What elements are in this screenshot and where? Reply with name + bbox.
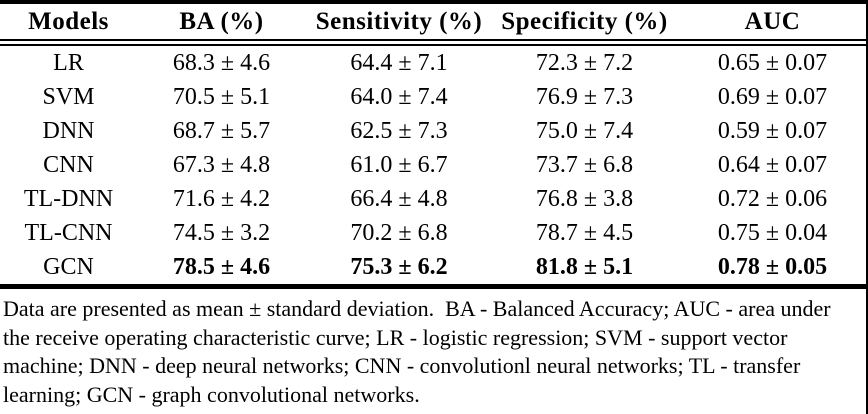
auc-cell: 0.64 ± 0.07 [717, 151, 828, 178]
sensitivity-cell: 66.4 ± 4.8 [350, 185, 448, 212]
table-row: TL-CNN 74.5 ± 3.2 70.2 ± 6.8 78.7 ± 4.5 … [0, 216, 868, 250]
table-row: SVM 70.5 ± 5.1 64.0 ± 7.4 76.9 ± 7.3 0.6… [0, 80, 868, 114]
ba-cell: 68.7 ± 5.7 [172, 117, 271, 144]
model-name-cell: SVM [42, 83, 95, 110]
column-header-sensitivity: Sensitivity (%) [306, 2, 492, 46]
table-row: LR 68.3 ± 4.6 64.4 ± 7.1 72.3 ± 7.2 0.65… [0, 43, 868, 81]
sensitivity-cell: 64.4 ± 7.1 [350, 49, 448, 76]
auc-cell: 0.59 ± 0.07 [717, 117, 828, 144]
model-name-cell: TL-DNN [23, 185, 114, 212]
model-name-cell: LR [53, 49, 84, 76]
specificity-cell: 76.8 ± 3.8 [535, 185, 634, 212]
specificity-cell: 73.7 ± 6.8 [535, 151, 634, 178]
column-header-specificity: Specificity (%) [492, 2, 677, 46]
ba-cell: 67.3 ± 4.8 [172, 151, 271, 178]
auc-cell: 0.72 ± 0.06 [717, 185, 828, 212]
sensitivity-cell: 75.3 ± 6.2 [350, 253, 448, 280]
auc-cell: 0.65 ± 0.07 [717, 49, 828, 76]
model-name-cell: CNN [43, 151, 94, 178]
model-name-cell: GCN [43, 253, 94, 280]
model-name-cell: TL-CNN [24, 219, 113, 246]
ba-cell: 71.6 ± 4.2 [172, 185, 271, 212]
footnote-line: machine; DNN - deep neural networks; CNN… [3, 353, 801, 378]
specificity-cell: 76.9 ± 7.3 [535, 83, 634, 110]
table-row: DNN 68.7 ± 5.7 62.5 ± 7.3 75.0 ± 7.4 0.5… [0, 114, 868, 148]
sensitivity-cell: 64.0 ± 7.4 [350, 83, 448, 110]
column-header-models: Models [0, 2, 137, 46]
column-header-ba: BA (%) [137, 2, 306, 46]
sensitivity-cell: 70.2 ± 6.8 [350, 219, 448, 246]
auc-cell: 0.75 ± 0.04 [717, 219, 828, 246]
table-footnote: Data are presented as mean ± standard de… [0, 289, 868, 409]
auc-cell: 0.78 ± 0.05 [717, 253, 828, 280]
footnote-line: Data are presented as mean ± standard de… [3, 296, 831, 321]
auc-cell: 0.69 ± 0.07 [717, 83, 828, 110]
ba-cell: 74.5 ± 3.2 [172, 219, 271, 246]
specificity-cell: 75.0 ± 7.4 [535, 117, 634, 144]
table-row: CNN 67.3 ± 4.8 61.0 ± 6.7 73.7 ± 6.8 0.6… [0, 148, 868, 182]
footnote-line: learning; GCN - graph convolutional netw… [3, 381, 420, 407]
sensitivity-cell: 61.0 ± 6.7 [350, 151, 448, 178]
results-table: Models BA (%) Sensitivity (%) Specificit… [0, 0, 868, 287]
right-edge-line [866, 0, 868, 414]
specificity-cell: 78.7 ± 4.5 [535, 219, 634, 246]
ba-cell: 70.5 ± 5.1 [172, 83, 271, 110]
model-name-cell: DNN [42, 117, 95, 144]
footnote-line: the receive operating characteristic cur… [3, 324, 788, 350]
ba-cell: 68.3 ± 4.6 [172, 49, 271, 76]
table-body: LR 68.3 ± 4.6 64.4 ± 7.1 72.3 ± 7.2 0.65… [0, 43, 868, 287]
sensitivity-cell: 62.5 ± 7.3 [350, 117, 448, 144]
header-row: Models BA (%) Sensitivity (%) Specificit… [0, 2, 868, 46]
column-header-auc: AUC [677, 2, 868, 46]
table-row-best-model: GCN 78.5 ± 4.6 75.3 ± 6.2 81.8 ± 5.1 0.7… [0, 250, 868, 287]
ba-cell: 78.5 ± 4.6 [172, 253, 271, 280]
specificity-cell: 72.3 ± 7.2 [535, 49, 634, 76]
specificity-cell: 81.8 ± 5.1 [535, 253, 634, 280]
table-row: TL-DNN 71.6 ± 4.2 66.4 ± 4.8 76.8 ± 3.8 … [0, 182, 868, 216]
table-header: Models BA (%) Sensitivity (%) Specificit… [0, 2, 868, 46]
